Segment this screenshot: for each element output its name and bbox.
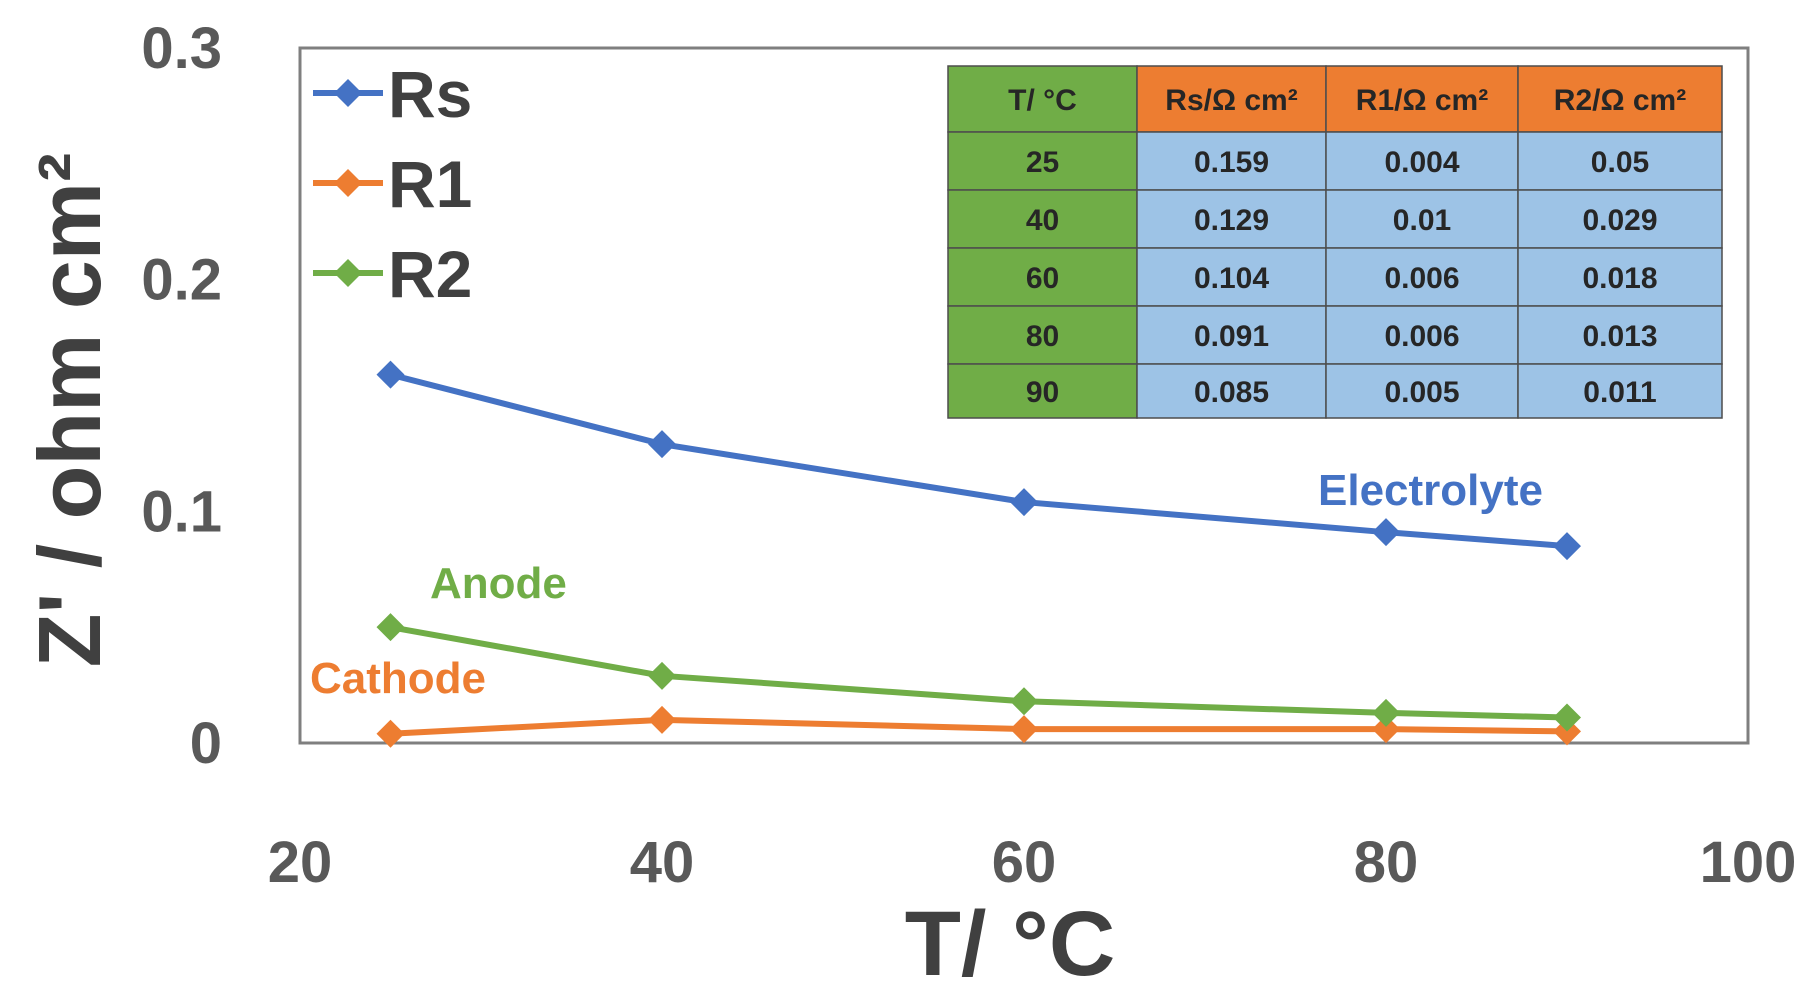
- legend-marker-r1: [334, 169, 362, 197]
- x-tick-label: 60: [992, 830, 1057, 895]
- y-tick-label: 0: [190, 711, 222, 776]
- table-cell-text: 0.159: [1194, 146, 1269, 179]
- x-axis-title: T/ °C: [905, 893, 1116, 995]
- table-cell: [947, 363, 1138, 419]
- data-point-rs: [376, 360, 405, 389]
- table-cell: [1325, 131, 1519, 191]
- table-cell-text: 0.129: [1194, 204, 1269, 237]
- table-cell: [1325, 363, 1519, 419]
- table-cell: [1517, 65, 1723, 133]
- x-tick-label: 20: [268, 830, 333, 895]
- x-tick-label: 40: [630, 830, 695, 895]
- table-cell-text: 0.004: [1384, 146, 1459, 179]
- table-cell: [1517, 247, 1723, 307]
- legend-marker-r2: [334, 259, 362, 287]
- table-cell-text: 60: [1026, 262, 1059, 295]
- y-axis-title: Z' / ohm cm²: [20, 153, 119, 668]
- annotation-anode: Anode: [430, 559, 567, 608]
- y-tick-label: 0.3: [141, 16, 222, 81]
- table-cell: [1136, 189, 1327, 249]
- table-cell-text: 80: [1026, 320, 1059, 353]
- data-point-rs: [1010, 488, 1038, 517]
- table-cell: [1517, 363, 1723, 419]
- legend-label-rs: Rs: [388, 57, 472, 131]
- table-cell-text: 90: [1026, 376, 1059, 409]
- table-header-text: T/ °C: [1008, 84, 1077, 117]
- data-point-r1: [1372, 715, 1400, 744]
- table-cell: [1136, 131, 1327, 191]
- table-header-text: R1/Ω cm²: [1356, 84, 1488, 117]
- data-point-r2: [1553, 703, 1581, 732]
- table-cell-text: 0.005: [1384, 376, 1459, 409]
- data-point-rs: [1372, 518, 1400, 547]
- table-cell: [1517, 131, 1723, 191]
- data-point-rs: [1553, 532, 1581, 561]
- table-cell-text: 25: [1026, 146, 1059, 179]
- table-cell-text: 0.006: [1384, 320, 1459, 353]
- table-cell-text: 0.011: [1583, 376, 1656, 409]
- x-tick-label: 100: [1700, 830, 1797, 895]
- table-cell: [1325, 247, 1519, 307]
- table-header-text: R2/Ω cm²: [1554, 84, 1686, 117]
- x-tick-label: 80: [1354, 830, 1419, 895]
- table-cell-text: 0.05: [1591, 146, 1649, 179]
- legend-marker-rs: [334, 79, 362, 107]
- y-tick-label: 0.2: [141, 248, 222, 313]
- data-point-r2: [648, 661, 676, 690]
- annotation-cathode: Cathode: [310, 654, 486, 703]
- table-cell: [947, 189, 1138, 249]
- data-point-r1: [648, 705, 676, 734]
- table-cell-text: 0.091: [1194, 320, 1269, 353]
- table-cell-text: 0.01: [1393, 204, 1451, 237]
- y-tick-label: 0.1: [141, 479, 222, 544]
- data-point-r1: [376, 719, 405, 748]
- table-cell-text: 0.018: [1582, 262, 1657, 295]
- data-point-r1: [1010, 715, 1038, 744]
- legend-label-r2: R2: [388, 237, 472, 311]
- table-cell-text: 40: [1026, 204, 1059, 237]
- table-header-text: Rs/Ω cm²: [1165, 84, 1297, 117]
- data-point-r2: [1010, 687, 1038, 716]
- table-cell-text: 0.104: [1194, 262, 1269, 295]
- data-point-rs: [648, 430, 676, 459]
- table-cell: [1517, 189, 1723, 249]
- table-cell: [1136, 363, 1327, 419]
- table-cell: [1325, 65, 1519, 133]
- table-cell-text: 0.006: [1384, 262, 1459, 295]
- table-cell: [1325, 189, 1519, 249]
- annotation-electrolyte: Electrolyte: [1318, 466, 1543, 515]
- table-cell-text: 0.029: [1582, 204, 1657, 237]
- table-cell-text: 0.085: [1194, 376, 1269, 409]
- legend-label-r1: R1: [388, 147, 472, 221]
- table-cell-text: 0.013: [1582, 320, 1657, 353]
- data-point-r2: [376, 613, 405, 642]
- data-point-r2: [1372, 698, 1400, 727]
